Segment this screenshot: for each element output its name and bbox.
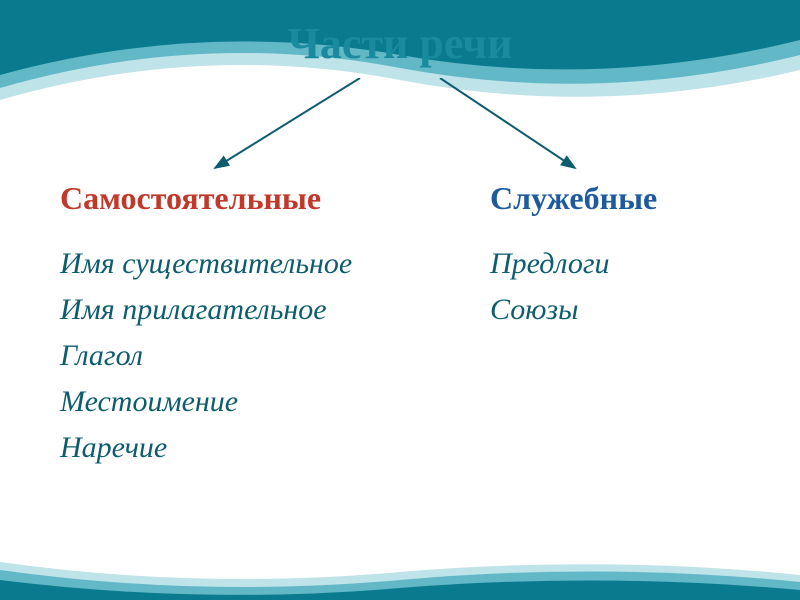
list-item: Имя прилагательное: [60, 293, 352, 327]
slide-content: Части речи Самостоятельные Имя существит…: [0, 0, 800, 600]
arrows-svg: [0, 78, 800, 178]
heading-left: Самостоятельные: [60, 180, 352, 217]
list-item: Наречие: [60, 431, 352, 465]
items-right: Предлоги Союзы: [490, 247, 657, 327]
arrow-left: [215, 78, 360, 168]
slide-title: Части речи: [288, 18, 513, 69]
list-item: Местоимение: [60, 385, 352, 419]
list-item: Предлоги: [490, 247, 657, 281]
items-left: Имя существительное Имя прилагательное Гла…: [60, 247, 352, 465]
arrow-right: [440, 78, 575, 168]
list-item: Имя существительное: [60, 247, 352, 281]
list-item: Союзы: [490, 293, 657, 327]
list-item: Глагол: [60, 339, 352, 373]
column-left: Самостоятельные Имя существительное Имя п…: [60, 180, 352, 477]
heading-right: Служебные: [490, 180, 657, 217]
column-right: Служебные Предлоги Союзы: [490, 180, 657, 339]
